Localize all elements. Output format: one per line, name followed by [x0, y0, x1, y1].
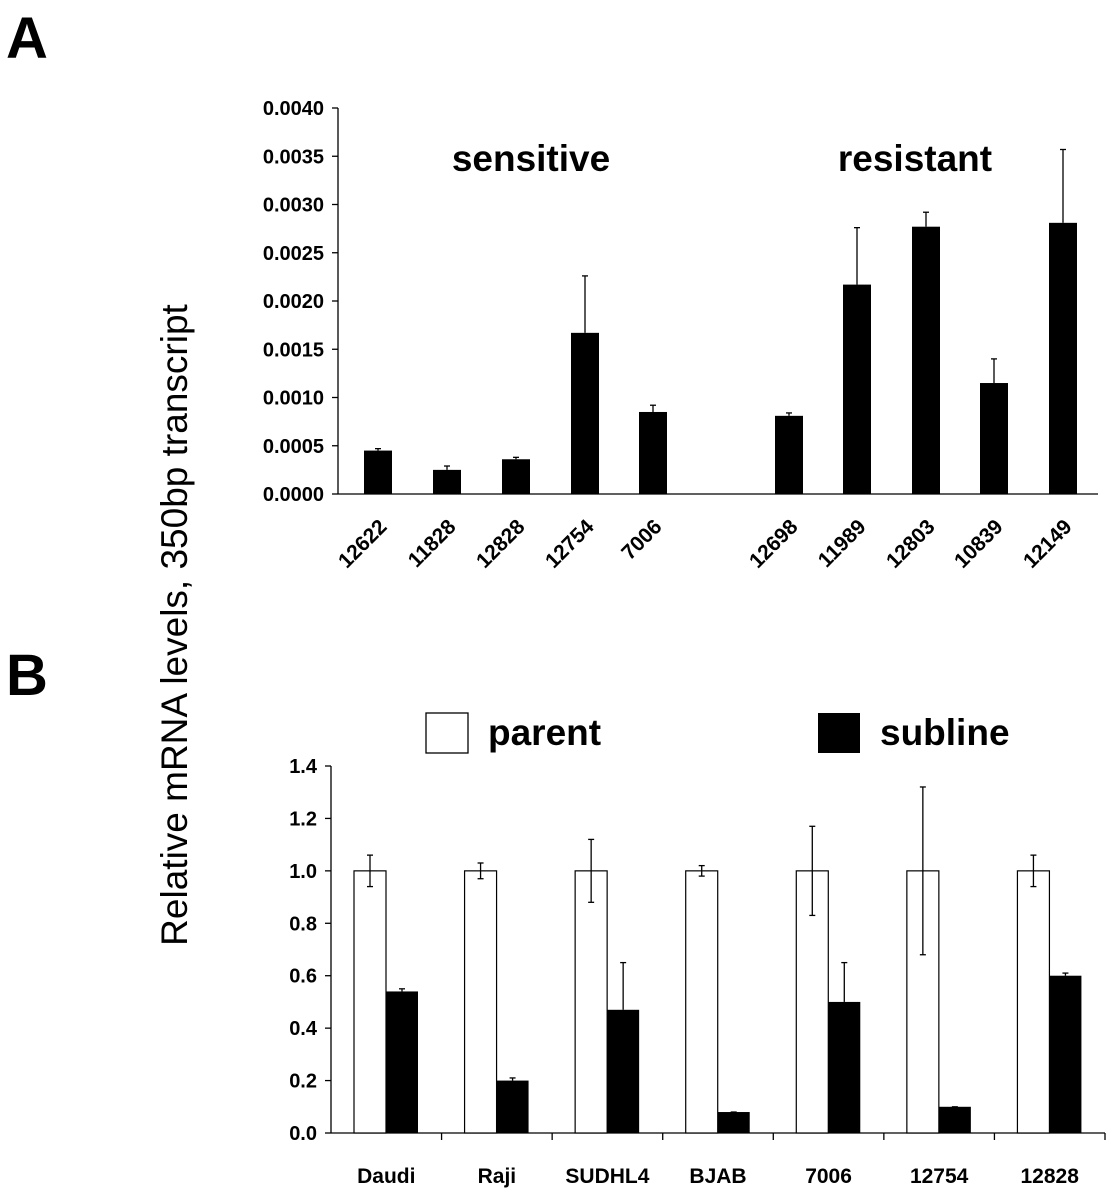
bar-subline-7006: [828, 1001, 861, 1133]
bar-parent-Raji: [463, 870, 498, 1134]
bar-12803: [912, 226, 940, 494]
legend: parent subline: [425, 712, 1010, 754]
x-tick-label-BJAB: BJAB: [689, 1165, 746, 1188]
panel-letter-b: B: [6, 643, 48, 708]
chart-b-y-tick-label: 1.0: [289, 861, 317, 883]
x-tick-label-12828: 12828: [1021, 1165, 1080, 1188]
bar-subline-Daudi: [386, 991, 418, 1133]
x-tick-label-SUDHL4: SUDHL4: [565, 1165, 649, 1188]
x-tick-label-12828: 12828: [472, 515, 530, 573]
bar-parent-BJAB: [685, 870, 719, 1134]
bar-subline-BJAB: [717, 1112, 750, 1133]
chart-a-y-tick-label: 0.0015: [263, 339, 324, 361]
x-tick-label-7006: 7006: [617, 515, 666, 564]
chart-b-y-tick-label: 0.8: [289, 913, 317, 935]
bar-subline-Raji: [496, 1080, 529, 1133]
bar-12622: [364, 450, 392, 494]
bar-11989: [843, 284, 871, 494]
bar-parent-SUDHL4: [574, 870, 608, 1134]
chart-a-y-tick-label: 0.0020: [263, 291, 324, 313]
bar-subline-12754: [938, 1106, 971, 1133]
x-tick-label-12698: 12698: [745, 515, 803, 573]
x-tick-label-10839: 10839: [950, 515, 1008, 573]
bar-11828: [433, 469, 461, 494]
chart-b-y-tick-label: 0.2: [289, 1071, 317, 1093]
bar-7006: [639, 411, 667, 494]
bar-subline-12828: [1049, 975, 1082, 1133]
bar-10839: [980, 383, 1008, 494]
chart-a: sensitive resistant 0.0000 0.0005 0.0010 0.…: [263, 98, 1098, 573]
chart-b-y-tick-label: 1.4: [289, 756, 318, 778]
x-tick-label-11828: 11828: [404, 515, 461, 572]
legend-swatch-parent: [425, 712, 469, 754]
bar-subline-SUDHL4: [607, 1009, 640, 1133]
bar-parent-Daudi: [353, 870, 387, 1134]
x-tick-label-12754: 12754: [541, 515, 599, 573]
chart-b-y-tick-label: 1.2: [289, 808, 317, 830]
bar-12149: [1049, 222, 1077, 494]
x-tick-label-7006: 7006: [805, 1165, 852, 1188]
chart-b-y-tick-label: 0.0: [289, 1123, 317, 1145]
bar-parent-12828: [1016, 870, 1051, 1134]
bar-12754: [571, 332, 599, 494]
x-tick-label-11989: 11989: [814, 515, 871, 572]
group-label-sensitive: sensitive: [452, 138, 610, 179]
bar-12828: [502, 459, 530, 494]
bar-12698: [775, 415, 803, 494]
chart-a-y-tick-label: 0.0030: [263, 195, 324, 217]
x-tick-label-12803: 12803: [882, 515, 940, 573]
chart-a-y-tick-label: 0.0010: [263, 388, 324, 410]
chart-a-y-tick-label: 0.0005: [263, 436, 324, 458]
chart-a-y-tick-label: 0.0040: [263, 98, 324, 120]
y-axis-label: Relative mRNA levels, 350bp transcript: [154, 303, 195, 945]
panel-letter-a: A: [6, 6, 48, 71]
x-tick-label-12622: 12622: [334, 515, 392, 573]
chart-a-y-tick-label: 0.0025: [263, 243, 324, 265]
chart-a-y-tick-label: 0.0000: [263, 484, 324, 506]
chart-a-y-tick-label: 0.0035: [263, 146, 324, 168]
chart-b-y-tick-label: 0.6: [289, 966, 317, 988]
legend-label-subline: subline: [880, 712, 1010, 753]
legend-swatch-subline: [818, 713, 860, 753]
chart-b: parent subline 0.0 0.2 0.4 0.6 0.8 1.0 1.2 1.4 D…: [289, 712, 1106, 1188]
x-tick-label-12754: 12754: [910, 1165, 969, 1188]
group-label-resistant: resistant: [838, 138, 992, 179]
x-tick-label-Daudi: Daudi: [357, 1165, 415, 1188]
legend-label-parent: parent: [488, 712, 601, 753]
x-tick-label-Raji: Raji: [478, 1165, 517, 1188]
chart-b-y-tick-label: 0.4: [289, 1018, 318, 1040]
x-tick-label-12149: 12149: [1019, 515, 1077, 573]
